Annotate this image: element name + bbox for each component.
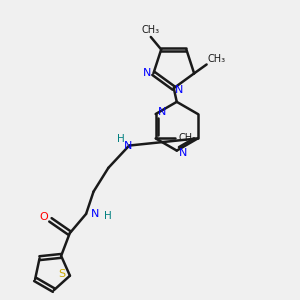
Text: S: S: [58, 269, 65, 279]
Text: H: H: [117, 134, 125, 144]
Text: N: N: [124, 140, 132, 151]
Text: N: N: [175, 85, 183, 95]
Text: N: N: [179, 148, 188, 158]
Text: N: N: [143, 68, 151, 78]
Text: N: N: [91, 209, 99, 219]
Text: CH₃: CH₃: [178, 134, 196, 143]
Text: CH₃: CH₃: [208, 54, 226, 64]
Text: O: O: [40, 212, 48, 222]
Text: N: N: [158, 107, 166, 117]
Text: H: H: [103, 211, 111, 221]
Text: CH₃: CH₃: [142, 25, 160, 34]
